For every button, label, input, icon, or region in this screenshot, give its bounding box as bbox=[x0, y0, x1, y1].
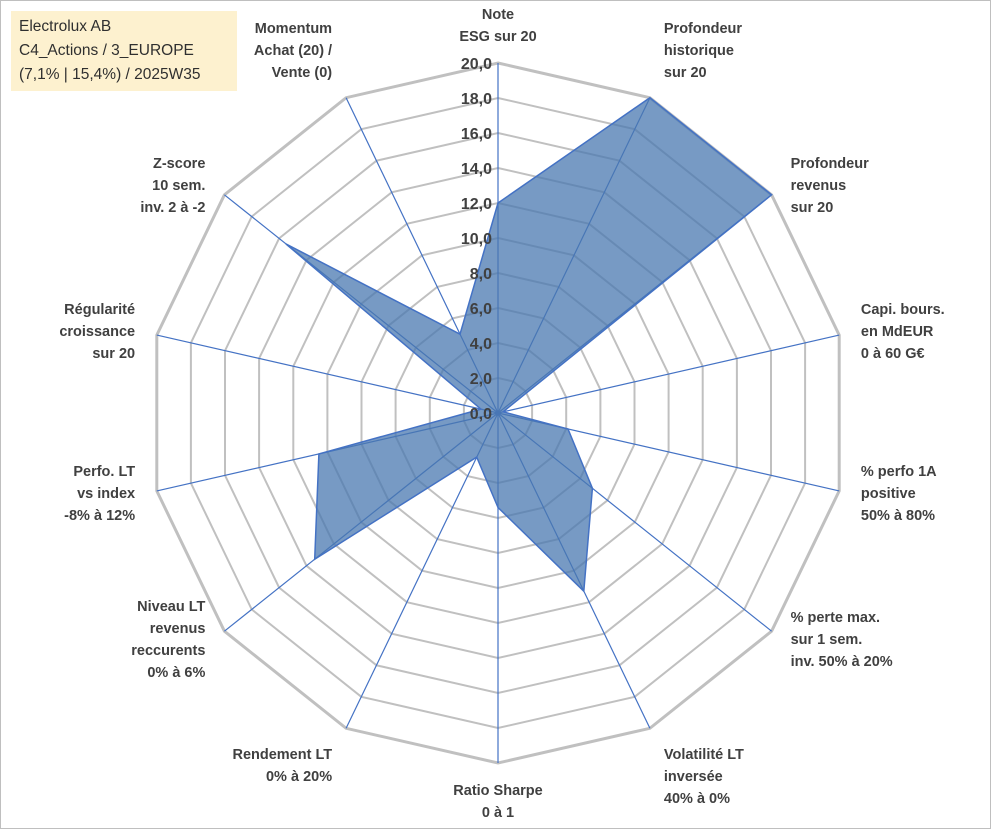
tick-label: 0,0 bbox=[470, 406, 492, 423]
title-line-2: C4_Actions / 3_EUROPE bbox=[19, 42, 194, 59]
axis-label: Note ESG sur 20 bbox=[459, 7, 536, 45]
axis-label: Volatilité LT inversée 40% à 0% bbox=[664, 747, 744, 807]
axis-label-line: revenus bbox=[791, 178, 847, 194]
axis-label-line: Niveau LT bbox=[137, 599, 205, 615]
axis-label-line: 0 à 1 bbox=[482, 805, 514, 821]
axis-label-line: 50% à 80% bbox=[861, 508, 935, 524]
axis-label-line: % perfo 1A bbox=[861, 464, 937, 480]
axis-label-line: historique bbox=[664, 43, 734, 59]
axis-label-line: croissance bbox=[59, 324, 135, 340]
axis-label: Momentum Achat (20) / Vente (0) bbox=[254, 21, 332, 81]
title-line-1: Electrolux AB bbox=[19, 18, 112, 35]
tick-label: 14,0 bbox=[461, 161, 492, 178]
axis-label: Profondeur historique sur 20 bbox=[664, 21, 742, 81]
axis-label-line: Capi. bours. bbox=[861, 302, 945, 318]
axis-label-line: Volatilité LT bbox=[664, 747, 744, 763]
tick-label: 2,0 bbox=[470, 371, 492, 388]
axis-label-line: Momentum bbox=[255, 21, 332, 37]
axis-label-line: 40% à 0% bbox=[664, 791, 730, 807]
tick-label: 6,0 bbox=[470, 301, 492, 318]
axis-label-line: Profondeur bbox=[791, 156, 869, 172]
chart-title-box: Electrolux AB C4_Actions / 3_EUROPE (7,1… bbox=[11, 11, 237, 91]
title-line-3: (7,1% | 15,4%) / 2025W35 bbox=[19, 66, 201, 83]
axis-label: % perte max. sur 1 sem. inv. 50% à 20% bbox=[791, 610, 893, 670]
axis-label-line: sur 1 sem. bbox=[791, 632, 863, 648]
axis-label-line: Z-score bbox=[153, 156, 205, 172]
tick-label: 18,0 bbox=[461, 91, 492, 108]
axis-label: Z-score 10 sem. inv. 2 à -2 bbox=[140, 156, 205, 216]
axis-label: Régularité croissance sur 20 bbox=[59, 302, 135, 362]
axis-label-line: 0% à 6% bbox=[147, 665, 205, 681]
axis-label-line: Régularité bbox=[64, 302, 135, 318]
tick-label: 12,0 bbox=[461, 196, 492, 213]
axis-label: Profondeur revenus sur 20 bbox=[791, 156, 869, 216]
axis-label-line: -8% à 12% bbox=[64, 508, 135, 524]
axis-label: Ratio Sharpe 0 à 1 bbox=[453, 783, 542, 821]
tick-label: 20,0 bbox=[461, 56, 492, 73]
axis-label-line: Profondeur bbox=[664, 21, 742, 37]
axis-label-line: Vente (0) bbox=[272, 65, 333, 81]
data-area bbox=[285, 96, 773, 593]
tick-label: 10,0 bbox=[461, 231, 492, 248]
axis-label-line: 10 sem. bbox=[152, 178, 205, 194]
tick-label: 4,0 bbox=[470, 336, 492, 353]
axis-label-line: inv. 2 à -2 bbox=[140, 200, 205, 216]
axis-label-line: sur 20 bbox=[791, 200, 834, 216]
axis-label: Rendement LT 0% à 20% bbox=[232, 747, 332, 785]
axis-label: Niveau LT revenus reccurents 0% à 6% bbox=[131, 599, 205, 681]
axis-label: % perfo 1A positive 50% à 80% bbox=[861, 464, 937, 524]
axis-spoke bbox=[156, 334, 499, 414]
axis-label-line: vs index bbox=[77, 486, 135, 502]
axis-label-line: revenus bbox=[150, 621, 206, 637]
axis-spoke bbox=[497, 334, 840, 414]
axis-label-line: sur 20 bbox=[92, 346, 135, 362]
axis-label-line: % perte max. bbox=[791, 610, 880, 626]
axis-label-line: Rendement LT bbox=[232, 747, 332, 763]
axis-label-line: inversée bbox=[664, 769, 723, 785]
axis-label-line: Ratio Sharpe bbox=[453, 783, 542, 799]
axis-label-line: 0% à 20% bbox=[266, 769, 332, 785]
axis-label-line: positive bbox=[861, 486, 916, 502]
axis-label-line: Perfo. LT bbox=[73, 464, 135, 480]
tick-label: 16,0 bbox=[461, 126, 492, 143]
axis-label: Capi. bours. en MdEUR 0 à 60 G€ bbox=[861, 302, 945, 362]
axis-label-line: inv. 50% à 20% bbox=[791, 654, 893, 670]
tick-label: 8,0 bbox=[470, 266, 492, 283]
axis-label-line: sur 20 bbox=[664, 65, 707, 81]
axis-label-line: Note bbox=[482, 7, 514, 23]
axis-label: Perfo. LT vs index -8% à 12% bbox=[64, 464, 135, 524]
axis-label-line: en MdEUR bbox=[861, 324, 934, 340]
axis-label-line: Achat (20) / bbox=[254, 43, 332, 59]
axis-label-line: 0 à 60 G€ bbox=[861, 346, 925, 362]
axis-label-line: ESG sur 20 bbox=[459, 29, 536, 45]
axis-spoke bbox=[345, 412, 499, 729]
axis-label-line: reccurents bbox=[131, 643, 205, 659]
